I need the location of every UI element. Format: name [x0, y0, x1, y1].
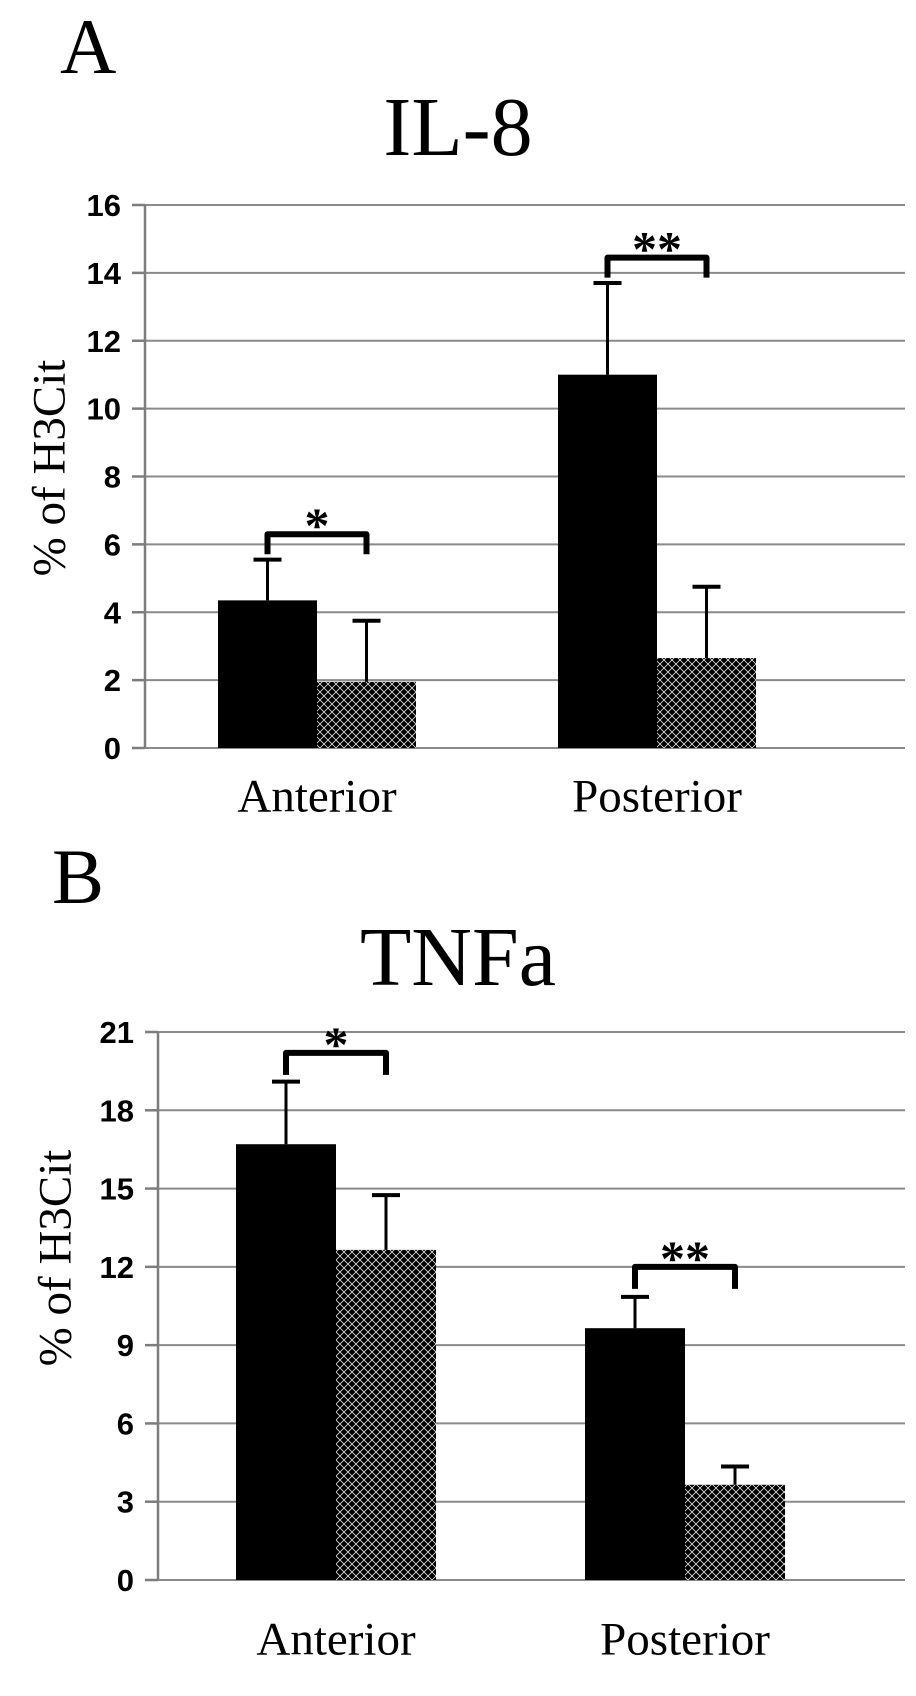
category-label-posterior: Posterior	[600, 1613, 770, 1666]
y-tick-label: 10	[87, 392, 121, 427]
significance-bracket	[283, 1049, 389, 1075]
checkered-bar-posterior	[657, 658, 756, 748]
y-tick-label: 3	[117, 1485, 134, 1520]
y-tick-label: 4	[104, 595, 122, 630]
significance-asterisk: **	[660, 1230, 710, 1286]
significance-asterisk: *	[305, 497, 330, 553]
significance-asterisk: **	[632, 221, 682, 277]
y-tick-label: 9	[117, 1328, 134, 1363]
checkered-bar-anterior	[336, 1249, 436, 1580]
y-tick-label: 0	[117, 1563, 134, 1598]
y-tick-label: 12	[100, 1250, 134, 1285]
chart-b-title: TNFa	[360, 911, 556, 1004]
significance-bracket	[632, 1263, 738, 1289]
chart-a-y-axis-label: % of H3Cit	[23, 359, 76, 577]
checkered-bar-posterior	[685, 1484, 785, 1580]
y-tick-label: 2	[104, 663, 121, 698]
checkered-bar-anterior	[317, 681, 416, 748]
category-label-posterior: Posterior	[572, 770, 742, 823]
y-tick-label: 6	[104, 527, 121, 562]
solid-black-bar-anterior	[218, 600, 317, 748]
y-tick-label: 12	[87, 324, 121, 359]
y-tick-label: 0	[104, 731, 121, 766]
y-tick-label: 8	[104, 460, 121, 495]
category-label-anterior: Anterior	[256, 1613, 416, 1666]
y-tick-label: 14	[87, 256, 122, 291]
significance-asterisk: *	[324, 1016, 349, 1072]
category-label-anterior: Anterior	[237, 770, 397, 823]
panel-a-letter: A	[60, 3, 117, 90]
chart-b-y-axis-label: % of H3Cit	[29, 1149, 82, 1367]
y-tick-label: 15	[100, 1172, 134, 1207]
significance-bracket	[264, 531, 370, 555]
significance-bracket	[604, 254, 710, 278]
panel-b-letter: B	[52, 833, 105, 920]
solid-black-bar-posterior	[558, 374, 657, 748]
y-tick-label: 16	[87, 188, 121, 223]
y-tick-label: 6	[117, 1406, 134, 1441]
y-tick-label: 21	[100, 1015, 134, 1050]
y-tick-label: 18	[100, 1093, 134, 1128]
solid-black-bar-anterior	[236, 1144, 336, 1580]
chart-a-title: IL-8	[383, 81, 533, 174]
solid-black-bar-posterior	[585, 1328, 685, 1580]
